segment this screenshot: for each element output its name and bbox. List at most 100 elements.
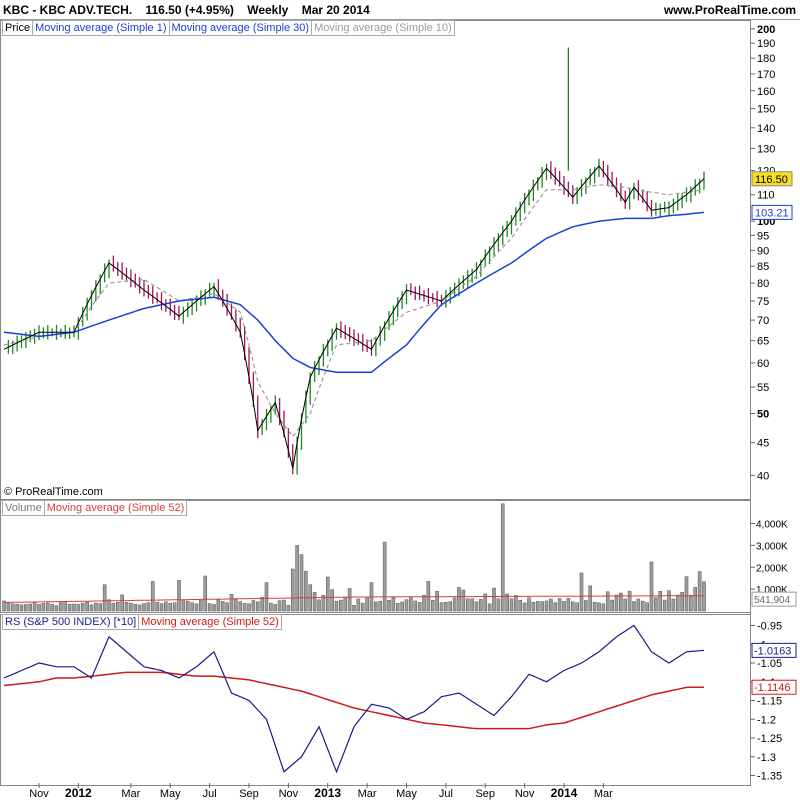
volume-bar (273, 604, 278, 612)
rs-flag (751, 642, 797, 658)
volume-bar (360, 602, 365, 612)
volume-bar (2, 600, 6, 612)
ma10-line (3, 184, 705, 438)
price-ytick-label: 80 (757, 278, 769, 290)
rs-ytick-label: -1.35 (757, 771, 782, 783)
volume-bar (203, 575, 208, 612)
volume-bar (181, 599, 186, 612)
site-url[interactable]: www.ProRealTime.com (663, 3, 796, 17)
volume-bar (238, 601, 243, 612)
xaxis-label: Sep (475, 788, 495, 800)
volume-bar (24, 604, 28, 612)
rs-ytick-label: -1.25 (757, 733, 782, 745)
volume-bar (234, 599, 238, 612)
volume-bar (382, 541, 387, 612)
volume-bar (702, 581, 706, 612)
volume-flag-label: 541,904 (754, 595, 791, 606)
volume-bar (435, 591, 439, 612)
legend-ma1[interactable]: Moving average (Simple 1) (32, 20, 170, 36)
xaxis-label: 2012 (65, 786, 92, 800)
volume-bar (242, 603, 247, 612)
volume-bar (645, 602, 649, 612)
volume-bar (317, 599, 321, 612)
xaxis-label: Mar (594, 788, 613, 800)
price-ytick-label: 110 (757, 190, 775, 202)
volume-bar (404, 599, 409, 612)
volume-bar (479, 599, 483, 612)
volume-bar (417, 602, 422, 612)
volume-bar (102, 584, 107, 612)
volume-bar (483, 593, 488, 612)
rs-ma-flag (751, 679, 797, 695)
candles-group (7, 158, 705, 475)
volume-bar (286, 605, 291, 612)
legend-ma10[interactable]: Moving average (Simple 10) (311, 20, 455, 36)
volume-bar (220, 601, 225, 612)
volume-bar (689, 595, 693, 612)
volume-bar (325, 576, 330, 612)
volume-bar (330, 589, 334, 612)
volume-bar (89, 604, 94, 612)
price-ytick-label: 130 (757, 143, 775, 155)
legend-price[interactable]: Price (2, 20, 34, 36)
volume-bar (592, 602, 597, 612)
legend-rs[interactable]: RS (S&P 500 INDEX) [*10] (2, 614, 140, 630)
volume-bar (509, 598, 514, 612)
volume-bar (623, 598, 628, 612)
volume-bar (391, 597, 396, 612)
price-ytick-label: 150 (757, 104, 775, 116)
volume-bar (150, 581, 155, 612)
rs-legend: RS (S&P 500 INDEX) [*10] Moving average (… (2, 614, 282, 630)
volume-bar (444, 602, 448, 612)
volume-bar (557, 598, 562, 612)
volume-bar (247, 603, 251, 612)
volume-bar (627, 590, 632, 612)
rs-ytick-label: -1.15 (757, 696, 782, 708)
volume-bar (339, 599, 343, 612)
volume-bar (514, 595, 518, 612)
volume-bar (671, 598, 676, 612)
volume-bar (518, 600, 523, 612)
ma30-flag (751, 204, 793, 220)
price-ytick-label: 45 (757, 438, 769, 450)
xaxis-label: 2013 (314, 786, 341, 800)
volume-bar (654, 597, 658, 612)
xaxis-label: Nov (515, 788, 535, 800)
period-label: Weekly (247, 3, 289, 17)
volume-bar (400, 601, 404, 612)
volume-bar (172, 602, 177, 612)
volume-bar (347, 588, 352, 612)
volume-bar (649, 561, 654, 612)
volume-bar (584, 600, 588, 612)
volume-bar (500, 503, 505, 612)
price-ytick-label: 55 (757, 382, 769, 394)
volume-bar (111, 602, 116, 612)
volume-bar (601, 603, 606, 612)
volume-bar (667, 590, 671, 612)
ma30-line (3, 211, 705, 374)
volume-bar (72, 603, 76, 612)
volume-bar (636, 598, 641, 612)
volume-bar (10, 603, 15, 612)
volume-bar (540, 601, 544, 612)
volume-bar (684, 576, 689, 612)
volume-bar (566, 598, 571, 612)
volume-bar (549, 598, 553, 612)
legend-rs-ma[interactable]: Moving average (Simple 52) (138, 614, 282, 630)
volume-bar (85, 601, 89, 612)
legend-ma30[interactable]: Moving average (Simple 30) (168, 20, 313, 36)
price-ytick-label: 180 (757, 53, 775, 65)
volume-bar (334, 600, 339, 612)
ma1-line (3, 165, 705, 469)
xaxis-label: Sep (239, 788, 259, 800)
xaxis-label: 2014 (551, 786, 578, 800)
volume-bar (553, 602, 558, 612)
copyright: © ProRealTime.com (4, 486, 103, 498)
volume-bar (492, 587, 496, 612)
rs-ytick-label: -1.05 (757, 658, 782, 670)
volume-bar (67, 603, 72, 612)
last-price-flag-label: 116.50 (755, 174, 788, 186)
volume-bar (448, 601, 453, 612)
legend-volume[interactable]: Volume (2, 500, 45, 516)
legend-volume-ma[interactable]: Moving average (Simple 52) (43, 500, 188, 516)
